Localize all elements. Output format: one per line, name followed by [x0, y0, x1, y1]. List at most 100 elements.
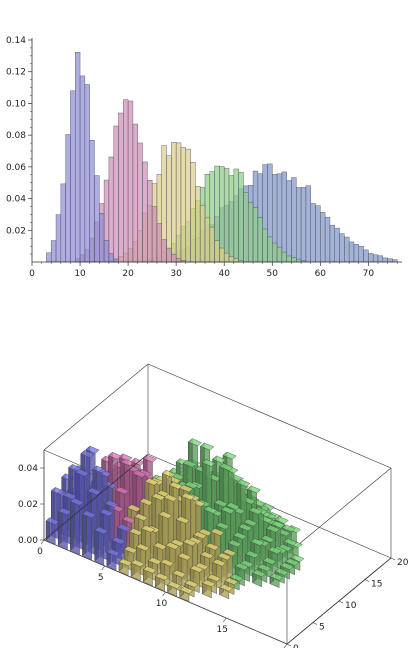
histogram-bar [281, 251, 287, 263]
histogram-bar [151, 206, 158, 263]
histogram-bar [238, 172, 244, 263]
histogram-bar [276, 246, 283, 263]
bar-face-top [108, 451, 123, 460]
histogram-chart: 0 10 20 30 40 50 60 70 0.02 0.04 0.06 0.08 0.10 0.12 0… [6, 36, 402, 279]
bar-3d [70, 497, 84, 555]
histogram-bar [334, 227, 340, 263]
bar-3d [106, 548, 121, 571]
bar-face-top [181, 492, 195, 501]
bar-3d [118, 558, 133, 576]
bar-face-top [87, 487, 102, 496]
bar-face-top [257, 563, 272, 572]
bar-face-top [142, 565, 157, 574]
bar-face-top [201, 459, 216, 467]
bar-face-top [177, 552, 192, 561]
histogram-bar [175, 142, 182, 263]
bar-face-top [220, 506, 235, 515]
histogram-bar [65, 134, 71, 263]
bar-face-top [250, 538, 265, 546]
x-tick-label: 15 [217, 625, 228, 635]
bar-face-top [201, 579, 216, 588]
histogram-bar [262, 228, 268, 263]
bar-face-top [200, 551, 215, 559]
bar3d-chart: 05101520051015200.000.020.04 [18, 363, 409, 648]
histogram-bar [368, 253, 374, 263]
histogram-bar [190, 162, 196, 263]
histogram-bar [257, 217, 263, 263]
histogram-bar [296, 187, 302, 263]
histogram-bar [75, 52, 81, 263]
bar-face-top [248, 507, 263, 515]
histogram-bar [175, 258, 182, 263]
bar-face-top [200, 442, 215, 451]
x-tick-mark [223, 617, 227, 623]
histogram-bar [60, 183, 66, 263]
histogram-bar [142, 161, 148, 263]
histogram-bar [247, 201, 254, 263]
histogram-bar [387, 258, 393, 263]
x-tick-mark [101, 565, 105, 571]
bar-face-top [274, 516, 289, 524]
histogram-bar [79, 75, 86, 263]
x-tick-label: 5 [98, 573, 104, 583]
bar-face-top [70, 497, 84, 506]
y-tick-mark [286, 643, 292, 647]
histogram-bar [348, 241, 355, 263]
bar-face-top [175, 516, 190, 524]
x-tick-label: 30 [170, 269, 182, 279]
bar-face-top [120, 458, 135, 467]
histogram-bar [99, 213, 105, 263]
bar-face-top [234, 562, 249, 571]
histogram-bar [223, 167, 230, 263]
bar-face-top [269, 572, 284, 581]
y-tick-mark [338, 600, 344, 604]
bar-face-top [260, 534, 275, 543]
histogram-bar [233, 168, 239, 263]
bar-face-top [238, 523, 253, 532]
bar-face-top [210, 528, 225, 536]
histogram-bar [372, 254, 379, 263]
histogram-bar [199, 204, 206, 263]
bar-face-top [130, 559, 145, 568]
histogram-bar [166, 247, 172, 263]
histogram-bar [344, 236, 350, 263]
bar-face-top [212, 558, 227, 567]
histogram-bar [156, 223, 163, 263]
x-tick-label: 70 [363, 269, 375, 279]
y-tick-label: 0 [293, 644, 299, 648]
bar-3d [252, 569, 267, 588]
histogram-bar [296, 258, 302, 263]
histogram-bar [305, 185, 311, 263]
bar-face-side [94, 526, 99, 562]
bar-face-top [262, 557, 277, 565]
histogram-bar [281, 171, 287, 263]
bar-face-top [182, 538, 197, 547]
x-tick-label: 0 [29, 269, 35, 279]
bar-3d [189, 564, 204, 594]
bar-3d [142, 565, 157, 587]
y-tick-label: 10 [345, 601, 357, 611]
histogram-bar [132, 123, 138, 263]
histogram-bar [113, 125, 119, 263]
bar-face-top [94, 526, 109, 535]
bar-face-top [229, 573, 244, 582]
bar-face-top [271, 520, 286, 529]
bar-face-top [233, 531, 248, 540]
y-tick-label: 0.04 [6, 195, 26, 205]
y-tick-label: 0.10 [6, 99, 26, 109]
bar-face-top [50, 487, 65, 495]
histogram-bar [243, 192, 249, 263]
bar-face-top [135, 543, 150, 552]
histogram-bar [233, 258, 239, 263]
bar-face-top [187, 438, 202, 447]
z-tick-label: 0.02 [18, 500, 38, 510]
bar-face-top [227, 539, 242, 548]
bar-face-top [290, 554, 305, 563]
histogram-bar [127, 100, 134, 263]
histogram-bar [377, 255, 384, 263]
histogram-bar [228, 175, 235, 263]
histogram-bar [363, 249, 369, 263]
bar-face-top [92, 465, 107, 474]
bar-face-top [160, 558, 175, 567]
